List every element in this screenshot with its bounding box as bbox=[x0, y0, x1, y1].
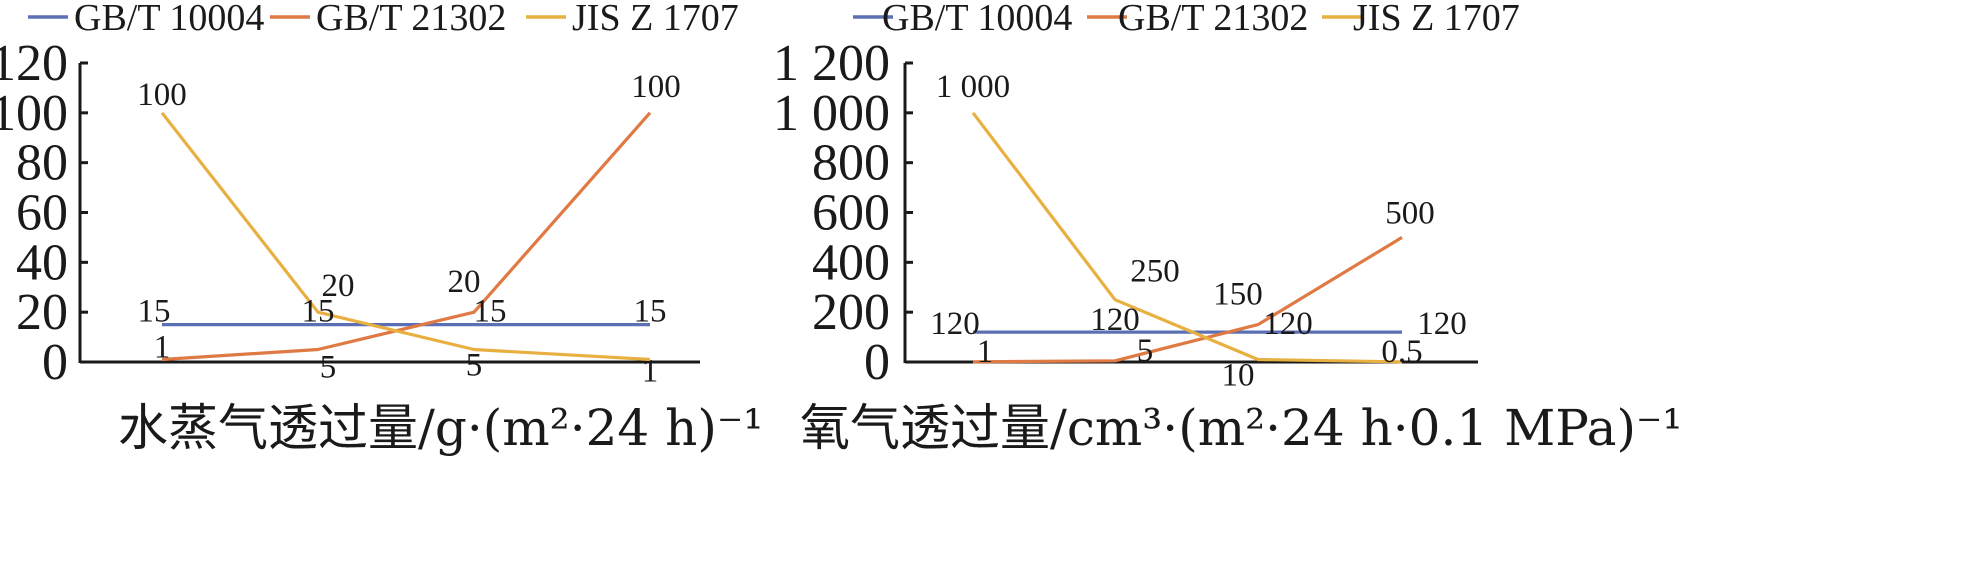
data-label: 120 bbox=[930, 306, 980, 342]
legend-label: JIS Z 1707 bbox=[1353, 0, 1520, 39]
data-label: 250 bbox=[1130, 254, 1180, 290]
data-label: 15 bbox=[474, 294, 507, 330]
data-label: 1 bbox=[154, 330, 171, 366]
legend-label: GB/T 10004 bbox=[882, 0, 1072, 39]
data-label: 20 bbox=[448, 264, 481, 300]
series-line-1 bbox=[972, 236, 1403, 364]
data-label: 120 bbox=[1263, 306, 1313, 342]
y-tick-label: 20 bbox=[16, 284, 68, 341]
legend-label: JIS Z 1707 bbox=[572, 0, 739, 39]
data-label: 120 bbox=[1417, 306, 1467, 342]
y-tick-label: 120 bbox=[0, 35, 68, 92]
data-label: 0.5 bbox=[1381, 334, 1422, 370]
data-label: 1 000 bbox=[936, 69, 1010, 105]
data-label: 15 bbox=[634, 294, 667, 330]
data-label: 15 bbox=[138, 294, 171, 330]
data-label: 5 bbox=[1137, 333, 1154, 369]
data-label: 1 bbox=[977, 334, 994, 370]
y-tick-label: 600 bbox=[812, 185, 890, 242]
data-label: 5 bbox=[466, 348, 483, 384]
data-label: 120 bbox=[1090, 302, 1140, 338]
x-axis-title: 水蒸气透过量/g·(m²·24 h)⁻¹ bbox=[118, 399, 763, 457]
series-line-1 bbox=[161, 111, 652, 362]
y-tick-label: 0 bbox=[42, 334, 68, 391]
legend-label: GB/T 10004 bbox=[74, 0, 264, 39]
y-tick-label: 60 bbox=[16, 185, 68, 242]
y-tick-label: 100 bbox=[0, 85, 68, 142]
data-label: 10 bbox=[1222, 358, 1255, 394]
y-tick-label: 800 bbox=[812, 135, 890, 192]
y-tick-label: 400 bbox=[812, 234, 890, 291]
legend-label: GB/T 21302 bbox=[1118, 0, 1308, 39]
data-label: 150 bbox=[1213, 277, 1263, 313]
y-tick-label: 40 bbox=[16, 234, 68, 291]
x-axis-title: 氧气透过量/cm³·(m²·24 h·0.1 MPa)⁻¹ bbox=[800, 399, 1682, 457]
legend-label: GB/T 21302 bbox=[316, 0, 506, 39]
series-line-2 bbox=[971, 111, 1403, 364]
y-tick-label: 0 bbox=[864, 334, 890, 391]
data-label: 100 bbox=[137, 77, 187, 113]
data-label: 20 bbox=[322, 268, 355, 304]
data-label: 100 bbox=[631, 69, 681, 105]
data-label: 1 bbox=[642, 354, 659, 390]
data-label: 500 bbox=[1385, 195, 1435, 231]
y-tick-label: 80 bbox=[16, 135, 68, 192]
series-line-2 bbox=[160, 111, 651, 362]
data-label: 15 bbox=[302, 294, 335, 330]
data-label: 5 bbox=[320, 350, 337, 386]
y-tick-label: 200 bbox=[812, 284, 890, 341]
y-tick-label: 1 200 bbox=[773, 35, 890, 92]
y-tick-label: 1 000 bbox=[773, 85, 890, 142]
